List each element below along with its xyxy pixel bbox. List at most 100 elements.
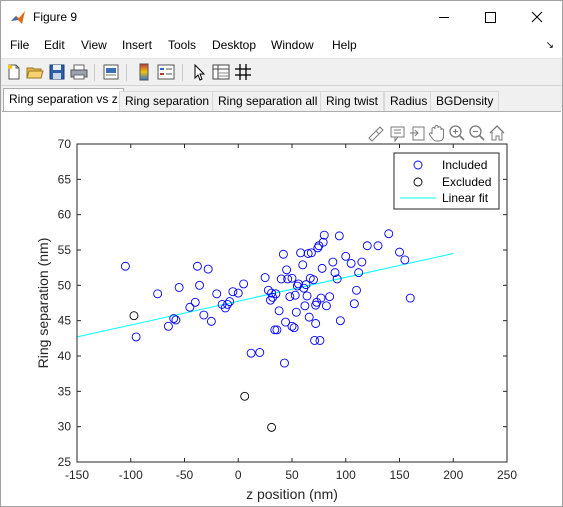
property-inspector-icon[interactable] — [212, 63, 230, 81]
menu-window[interactable]: Window — [271, 38, 314, 52]
included-point — [280, 358, 289, 368]
minimize-button[interactable] — [421, 1, 467, 33]
included-point — [319, 230, 329, 240]
excluded-point — [129, 311, 139, 321]
close-icon — [531, 11, 543, 23]
y-tick-label: 55 — [58, 243, 72, 257]
title-bar[interactable]: Figure 9 — [1, 1, 562, 34]
included-point — [317, 263, 327, 273]
legend-marker-excluded — [413, 177, 423, 187]
included-point — [325, 292, 335, 302]
y-tick-label: 70 — [58, 137, 72, 151]
included-point — [291, 307, 301, 317]
data-tips-icon[interactable] — [390, 126, 405, 143]
excluded-point — [240, 391, 250, 401]
included-point — [354, 268, 364, 278]
included-point — [349, 299, 359, 309]
included-point — [321, 301, 331, 311]
included-point — [278, 249, 288, 259]
menu-tools[interactable]: Tools — [168, 38, 197, 52]
legend-icon[interactable] — [157, 63, 175, 81]
x-tick-label: -50 — [176, 468, 194, 482]
included-point — [287, 273, 297, 283]
included-point — [174, 283, 184, 292]
toolbar-separator — [126, 64, 127, 81]
menu-help[interactable]: Help — [332, 38, 357, 52]
legend-box[interactable] — [393, 152, 500, 210]
tab-bgdensity[interactable]: BGDensity — [430, 91, 500, 111]
print-icon[interactable] — [70, 63, 88, 81]
included-point — [328, 257, 338, 267]
x-tick-label: -100 — [119, 468, 143, 482]
menu-view[interactable]: View — [81, 38, 107, 52]
included-point — [220, 303, 230, 313]
included-point — [290, 290, 300, 300]
home-icon[interactable] — [489, 125, 505, 141]
included-point — [334, 231, 344, 241]
included-point — [311, 319, 321, 328]
print-preview-icon[interactable] — [102, 63, 120, 81]
included-point — [255, 348, 265, 357]
included-point — [283, 274, 293, 284]
zoom-out-icon[interactable] — [469, 125, 485, 141]
y-tick-label: 30 — [58, 420, 72, 434]
maximize-icon — [485, 12, 496, 23]
tab-ring-separation-vs-z[interactable]: Ring separation vs z — [3, 88, 124, 111]
y-tick-label: 40 — [58, 349, 72, 363]
included-point — [292, 281, 302, 291]
included-point — [302, 291, 312, 301]
grid-icon[interactable] — [234, 63, 252, 81]
colorbar-icon[interactable] — [135, 63, 153, 81]
tab-ring-twist[interactable]: Ring twist — [320, 91, 385, 111]
included-point — [304, 312, 314, 322]
included-point — [169, 314, 179, 323]
close-button[interactable] — [514, 1, 560, 33]
y-axis-label: Ring separation (nm) — [35, 238, 51, 369]
included-point — [306, 248, 316, 258]
new-figure-icon[interactable] — [5, 63, 23, 81]
pan-icon[interactable] — [428, 124, 444, 142]
included-point — [190, 297, 200, 307]
export-icon[interactable] — [410, 126, 425, 141]
included-point — [246, 348, 256, 358]
excluded-point — [267, 422, 277, 432]
x-tick-label: 50 — [285, 468, 299, 482]
included-point — [272, 325, 282, 335]
included-point — [301, 280, 311, 290]
tab-ring-separation-all[interactable]: Ring separation all — [212, 91, 324, 111]
included-point — [309, 275, 318, 285]
included-point — [313, 243, 323, 253]
save-icon[interactable] — [48, 63, 66, 81]
dock-arrow-icon[interactable]: ↘ — [545, 40, 554, 51]
toolbar-separator — [182, 64, 183, 81]
y-tick-label: 65 — [58, 172, 72, 186]
menu-desktop[interactable]: Desktop — [212, 38, 257, 52]
included-point — [315, 336, 325, 345]
legend-label: Excluded — [442, 175, 491, 189]
legend-label: Linear fit — [442, 191, 489, 205]
included-point — [352, 285, 361, 295]
menu-bar: File Edit View Insert Tools Desktop Wind… — [1, 34, 562, 56]
menu-insert[interactable]: Insert — [122, 38, 153, 52]
included-point — [120, 261, 130, 271]
brush-icon[interactable] — [368, 126, 384, 142]
included-point — [267, 288, 277, 298]
included-point — [131, 332, 141, 342]
pointer-icon[interactable] — [190, 63, 208, 81]
zoom-in-icon[interactable] — [449, 125, 465, 141]
maximize-button[interactable] — [467, 1, 513, 33]
included-point — [373, 241, 383, 251]
menu-edit[interactable]: Edit — [44, 38, 65, 52]
matlab-icon — [11, 11, 25, 24]
included-point — [212, 289, 222, 299]
included-point — [332, 274, 342, 284]
y-tick-label: 60 — [58, 208, 72, 222]
included-point — [225, 297, 235, 307]
included-point — [185, 302, 195, 312]
included-point — [341, 251, 351, 261]
tab-radius[interactable]: Radius — [384, 91, 434, 111]
menu-file[interactable]: File — [10, 38, 30, 52]
tab-ring-separation[interactable]: Ring separation — [119, 91, 216, 111]
open-file-icon[interactable] — [26, 63, 44, 81]
